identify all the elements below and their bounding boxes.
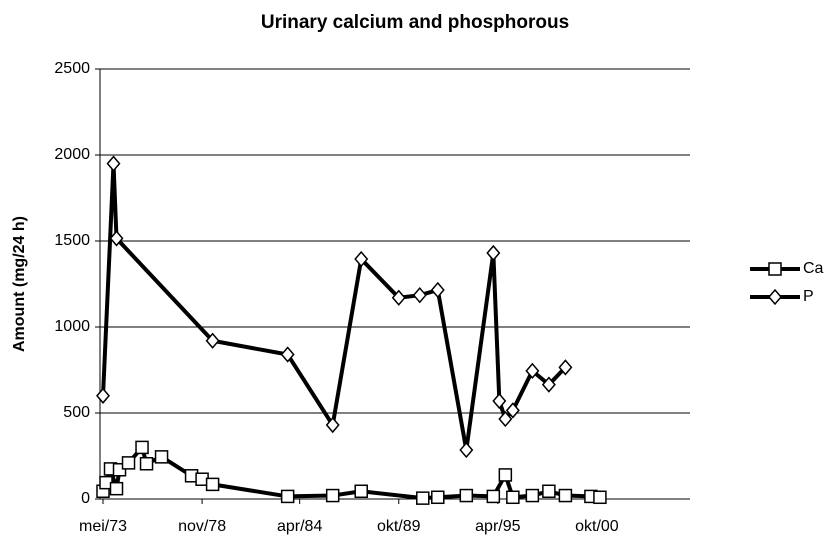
data-point — [354, 484, 368, 499]
data-point — [106, 155, 121, 172]
x-tick-label: okt/00 — [575, 518, 619, 535]
data-point — [354, 250, 369, 268]
data-point — [96, 387, 110, 404]
data-point — [498, 410, 513, 428]
data-point — [154, 450, 169, 464]
data-point — [109, 230, 124, 247]
data-point — [109, 481, 124, 496]
data-point — [505, 402, 520, 419]
chart-title: Urinary calcium and phosphorous — [261, 12, 569, 33]
series-line — [101, 445, 601, 501]
y-tick-label: 1500 — [54, 232, 90, 249]
data-point — [280, 346, 295, 363]
data-point — [492, 392, 507, 410]
data-point — [498, 468, 513, 482]
x-tick-label: apr/84 — [277, 518, 322, 535]
data-point — [325, 488, 340, 503]
data-point — [416, 491, 430, 505]
data-point — [431, 490, 445, 505]
data-point — [121, 456, 136, 470]
data-point — [325, 416, 340, 434]
data-point — [542, 484, 556, 499]
x-tick-label: apr/95 — [475, 518, 520, 535]
data-point — [558, 359, 573, 376]
series-line — [101, 161, 567, 452]
data-point — [391, 289, 406, 306]
data-point — [135, 440, 149, 455]
data-point — [205, 332, 220, 349]
x-tick-label: nov/78 — [178, 518, 226, 535]
data-point — [459, 488, 474, 503]
x-tick-label: okt/89 — [377, 518, 421, 535]
y-tick-label: 500 — [63, 404, 90, 421]
y-axis-label: Amount (mg/24 h) — [11, 216, 28, 352]
data-point — [541, 376, 556, 393]
legend-marker — [768, 262, 782, 276]
data-point — [525, 362, 540, 380]
data-point — [139, 456, 154, 471]
data-point — [280, 489, 295, 504]
legend-marker — [768, 288, 782, 306]
y-tick-label: 1000 — [54, 318, 90, 335]
data-point — [459, 441, 474, 459]
data-point — [486, 244, 501, 262]
legend-label: P — [803, 288, 814, 305]
y-tick-label: 0 — [81, 490, 90, 507]
data-point — [593, 490, 607, 505]
legend-label: Ca — [803, 260, 824, 277]
data-point — [558, 488, 573, 503]
data-point — [525, 488, 540, 503]
y-tick-label: 2500 — [54, 60, 90, 77]
data-point — [506, 490, 520, 505]
data-point — [205, 477, 220, 492]
data-point — [430, 281, 445, 299]
data-point — [486, 489, 501, 504]
y-tick-label: 2000 — [54, 146, 90, 163]
x-tick-label: mei/73 — [79, 518, 127, 535]
data-point — [412, 287, 427, 304]
